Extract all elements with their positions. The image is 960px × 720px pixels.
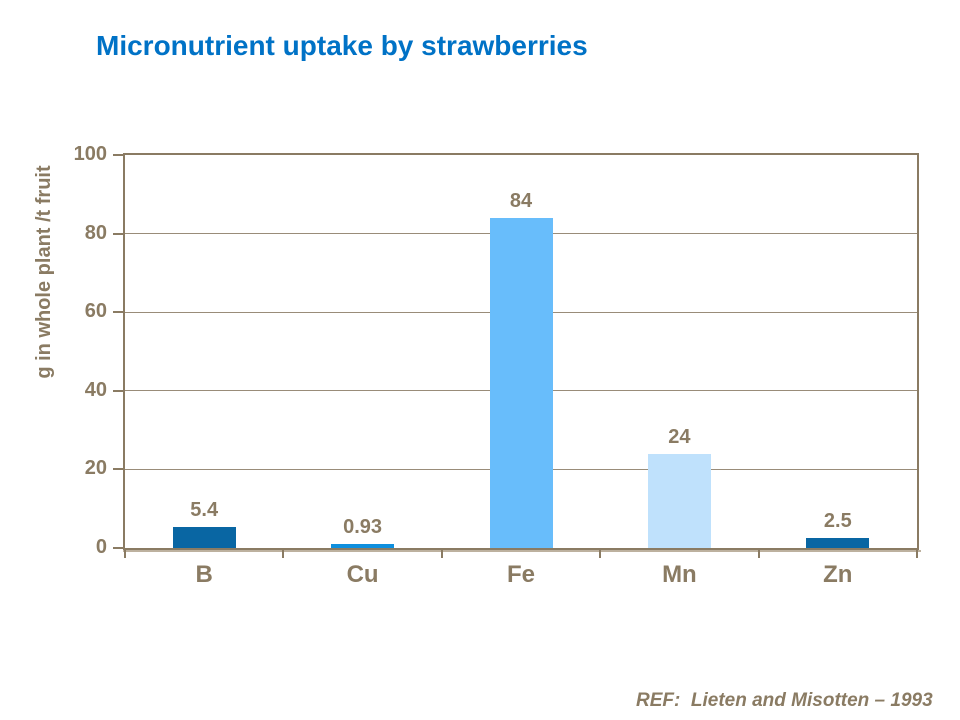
value-label-Zn: 2.5: [823, 510, 852, 533]
value-label-Cu: 0.93: [343, 516, 383, 539]
y-tick-label-20: 20: [84, 457, 107, 480]
x-tick-mark-5: [916, 550, 918, 558]
y-axis-title: g in whole plant /t fruit: [33, 165, 55, 379]
x-tick-mark-3: [599, 550, 602, 558]
y-tick-mark-60: [113, 311, 123, 314]
bar-Mn: [647, 453, 711, 548]
x-tick-label-Mn: Mn: [662, 561, 697, 588]
y-tick-mark-20: [113, 468, 123, 471]
chart-title: Micronutrient uptake by strawberries: [96, 30, 588, 61]
bar-B: [172, 526, 236, 548]
x-tick-mark-4: [757, 550, 760, 558]
bar-Zn: [806, 538, 870, 548]
x-tick-label-Fe: Fe: [506, 561, 535, 588]
x-tick-label-B: B: [195, 561, 213, 588]
x-tick-label-Zn: Zn: [823, 561, 853, 588]
y-tick-mark-80: [113, 232, 123, 235]
y-tick-label-40: 40: [84, 378, 107, 401]
value-label-Fe: 84: [509, 189, 533, 212]
x-axis-shadow-line: [123, 550, 921, 552]
x-tick-mark-2: [440, 550, 443, 558]
value-label-Mn: 24: [668, 425, 691, 448]
y-tick-label-0: 0: [95, 536, 107, 558]
x-tick-mark-0: [124, 550, 126, 558]
y-tick-label-100: 100: [73, 143, 107, 165]
value-label-B: 5.4: [190, 498, 219, 521]
y-tick-mark-40: [113, 389, 123, 392]
y-tick-mark-100: [113, 154, 123, 156]
y-tick-label-80: 80: [84, 221, 107, 244]
x-tick-mark-1: [282, 550, 285, 558]
y-tick-mark-0: [113, 547, 123, 549]
x-tick-label-Cu: Cu: [346, 561, 379, 588]
bar-Cu: [331, 544, 395, 548]
y-tick-label-60: 60: [84, 300, 107, 323]
bar-Fe: [489, 217, 553, 548]
reference-text: REF: Lieten and Misotten – 1993: [636, 690, 933, 711]
